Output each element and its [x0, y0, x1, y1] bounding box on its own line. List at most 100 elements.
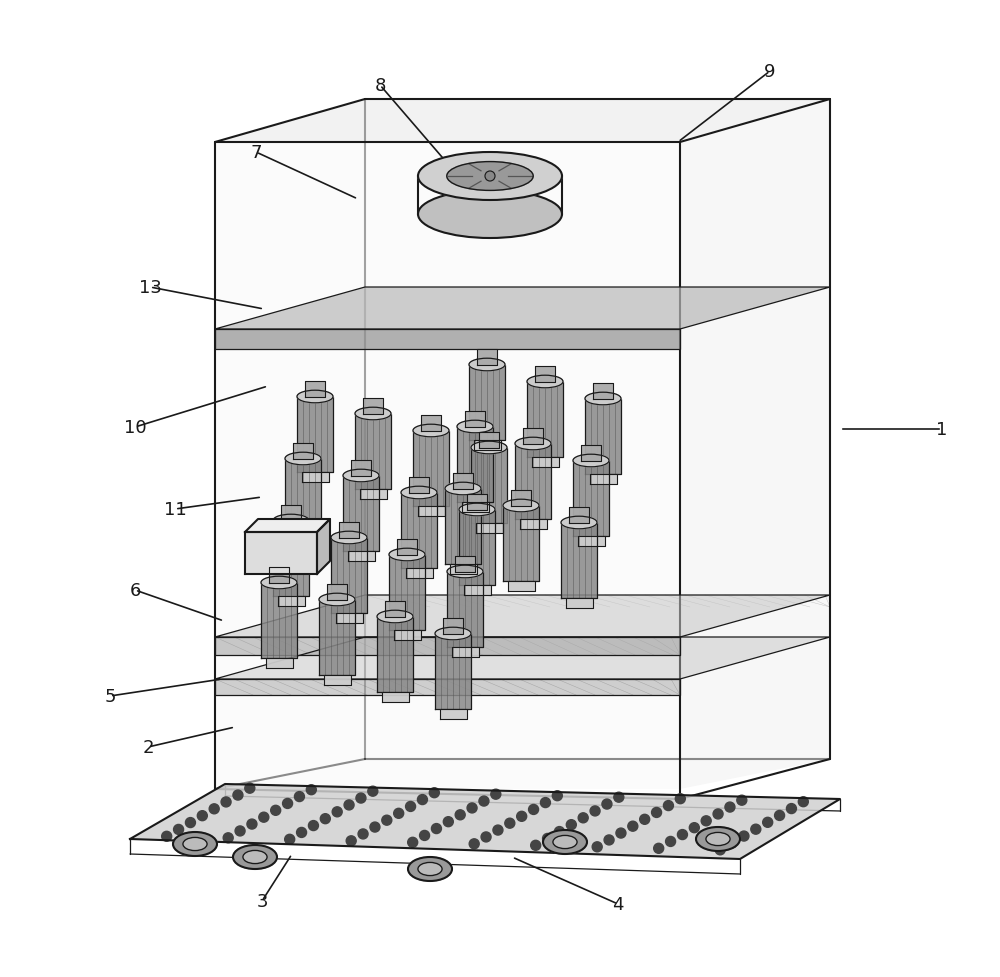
Text: 7: 7 — [250, 144, 262, 162]
Circle shape — [247, 820, 257, 829]
Polygon shape — [360, 489, 387, 499]
Polygon shape — [331, 538, 367, 613]
Polygon shape — [273, 521, 309, 596]
Polygon shape — [520, 519, 546, 529]
Circle shape — [663, 801, 673, 811]
Ellipse shape — [543, 830, 587, 854]
Ellipse shape — [297, 391, 333, 404]
Circle shape — [578, 813, 588, 823]
Circle shape — [739, 831, 749, 841]
Circle shape — [493, 826, 503, 835]
Circle shape — [677, 829, 687, 839]
Circle shape — [259, 812, 269, 823]
Ellipse shape — [585, 393, 621, 405]
Polygon shape — [377, 616, 413, 692]
Polygon shape — [215, 637, 830, 679]
Polygon shape — [452, 647, 479, 657]
Circle shape — [185, 818, 195, 828]
Polygon shape — [215, 100, 830, 143]
Polygon shape — [581, 446, 601, 461]
Polygon shape — [245, 532, 317, 574]
Polygon shape — [302, 472, 329, 482]
Polygon shape — [476, 523, 503, 533]
Ellipse shape — [527, 376, 563, 389]
Circle shape — [640, 815, 650, 825]
Polygon shape — [527, 382, 563, 457]
Polygon shape — [508, 581, 534, 591]
Polygon shape — [324, 675, 351, 685]
Ellipse shape — [413, 425, 449, 438]
Polygon shape — [269, 567, 289, 583]
Circle shape — [233, 790, 243, 800]
Polygon shape — [215, 637, 680, 656]
Polygon shape — [319, 600, 355, 675]
Ellipse shape — [457, 421, 493, 434]
Text: 8: 8 — [374, 77, 386, 95]
Text: 9: 9 — [764, 63, 776, 81]
Ellipse shape — [183, 837, 207, 851]
Circle shape — [431, 824, 441, 833]
Circle shape — [713, 809, 723, 819]
Circle shape — [162, 831, 172, 841]
Polygon shape — [465, 411, 485, 427]
Circle shape — [285, 834, 295, 844]
Circle shape — [763, 818, 773, 828]
Circle shape — [775, 811, 785, 821]
Circle shape — [689, 823, 699, 832]
Polygon shape — [477, 349, 497, 365]
Polygon shape — [503, 506, 539, 581]
Polygon shape — [339, 522, 359, 538]
Ellipse shape — [401, 487, 437, 499]
Ellipse shape — [447, 162, 533, 191]
Polygon shape — [409, 477, 429, 493]
Polygon shape — [261, 583, 297, 658]
Circle shape — [529, 805, 539, 815]
Polygon shape — [285, 459, 321, 534]
Polygon shape — [394, 630, 421, 640]
Polygon shape — [515, 444, 551, 519]
Circle shape — [443, 817, 453, 827]
Circle shape — [540, 798, 550, 808]
Circle shape — [701, 816, 711, 826]
Ellipse shape — [515, 438, 551, 450]
Polygon shape — [447, 572, 483, 647]
Circle shape — [592, 842, 602, 852]
Circle shape — [344, 800, 354, 810]
Ellipse shape — [447, 566, 483, 578]
Circle shape — [417, 794, 427, 805]
Polygon shape — [215, 329, 680, 350]
Polygon shape — [348, 551, 375, 561]
Circle shape — [652, 808, 662, 818]
Circle shape — [174, 825, 184, 834]
Circle shape — [628, 822, 638, 831]
Ellipse shape — [471, 442, 507, 454]
Polygon shape — [281, 505, 301, 521]
Ellipse shape — [696, 828, 740, 851]
Circle shape — [467, 803, 477, 813]
Circle shape — [614, 792, 624, 802]
Circle shape — [223, 833, 233, 843]
Circle shape — [408, 837, 418, 847]
Ellipse shape — [706, 832, 730, 846]
Polygon shape — [680, 100, 830, 789]
Circle shape — [320, 814, 330, 824]
Ellipse shape — [331, 531, 367, 544]
Ellipse shape — [261, 576, 297, 589]
Ellipse shape — [273, 515, 309, 528]
Circle shape — [479, 796, 489, 806]
Polygon shape — [245, 520, 330, 532]
Text: 13: 13 — [139, 278, 161, 297]
Ellipse shape — [173, 832, 217, 856]
Polygon shape — [511, 490, 531, 506]
Polygon shape — [297, 397, 333, 472]
Polygon shape — [389, 555, 425, 630]
Polygon shape — [278, 596, 305, 606]
Polygon shape — [561, 523, 597, 598]
Polygon shape — [569, 507, 589, 523]
Ellipse shape — [243, 851, 267, 864]
Ellipse shape — [418, 191, 562, 238]
Polygon shape — [523, 428, 543, 444]
Ellipse shape — [285, 452, 321, 465]
Polygon shape — [266, 658, 293, 668]
Polygon shape — [578, 536, 604, 546]
